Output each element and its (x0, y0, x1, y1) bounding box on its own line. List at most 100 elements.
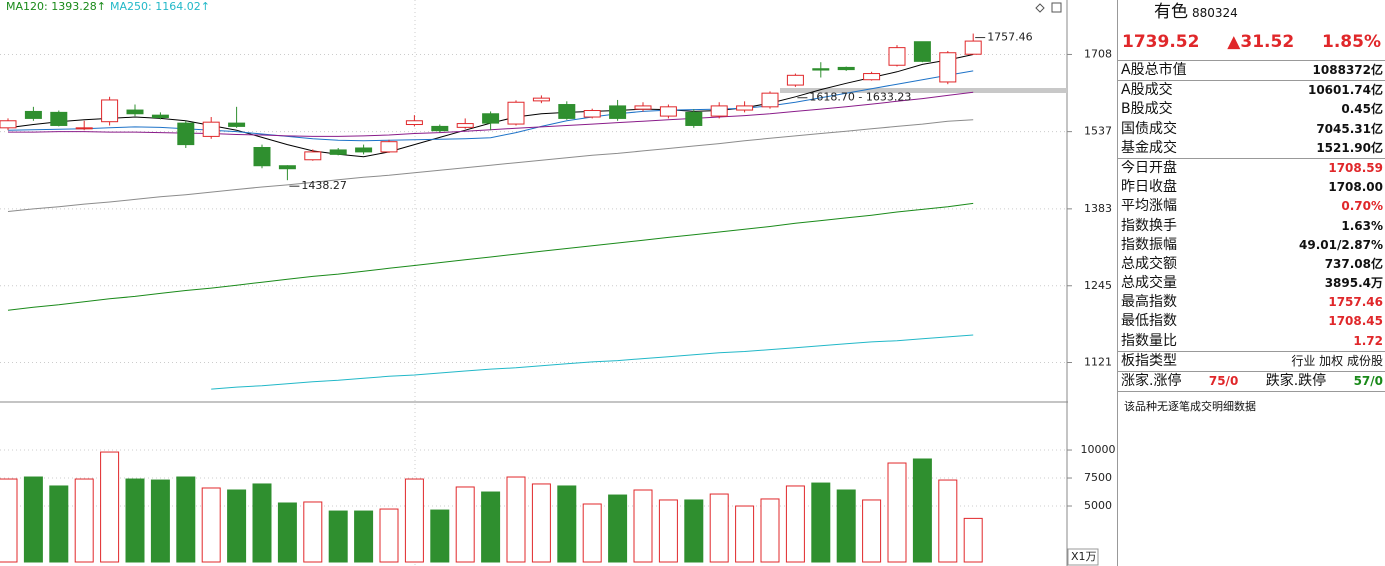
stat-row: 指数量比 1.72 (1118, 332, 1385, 351)
stat-row: B股成交 0.45亿 (1118, 100, 1385, 119)
note: 该品种无逐笔成交明细数据 (1124, 400, 1256, 414)
candle-body (253, 147, 271, 167)
stat-row: 板指类型 行业 加权 成份股 (1118, 352, 1385, 371)
stat-label: 涨家.涨停 (1121, 373, 1182, 389)
stat-value: 57/0 (1353, 374, 1383, 388)
stat-row: 最低指数 1708.45 (1118, 312, 1385, 331)
candle-body (710, 105, 728, 117)
candle-body (405, 120, 423, 126)
stat-label: 板指类型 (1121, 352, 1177, 369)
quote-price: 1739.52 (1122, 32, 1200, 52)
volume-bar (252, 483, 272, 563)
quote-row: 1739.52 ▲31.52 1.85% (1118, 24, 1385, 61)
stat-label: 今日开盘 (1121, 159, 1177, 176)
candle-body (304, 151, 322, 161)
stat-label: 指数量比 (1121, 332, 1177, 349)
chart-area: MA120: 1393.28↑ MA250: 1164.02↑ X1万 1121… (0, 0, 1116, 566)
volume-bar (811, 482, 831, 563)
candle-body (126, 109, 144, 115)
stat-value: 7045.31亿 (1316, 121, 1383, 136)
stat-row: A股成交 10601.74亿 (1118, 81, 1385, 100)
candle-body (837, 66, 855, 71)
y-tick-label: 5000 (1084, 499, 1112, 512)
stat-row: 今日开盘 1708.59 (1118, 159, 1385, 178)
stat-label: 最低指数 (1121, 313, 1177, 330)
candle-body (278, 165, 296, 170)
stat-value: 737.08亿 (1324, 256, 1383, 271)
ma-line (211, 334, 974, 390)
stat-row: 基金成交 1521.90亿 (1118, 139, 1385, 158)
y-tick-label: 1245 (1084, 279, 1112, 292)
candle-body (761, 92, 779, 108)
stat-value: 1708.59 (1328, 160, 1383, 175)
volume-bar (938, 479, 958, 563)
annotation: 1757.46 (987, 31, 1032, 44)
stat-value: 1088372亿 (1312, 63, 1383, 77)
stat-value: 0.70% (1341, 199, 1383, 214)
stat-label: 基金成交 (1121, 139, 1177, 156)
candle-body (228, 122, 246, 127)
candle-body (558, 104, 576, 119)
volume-bar (557, 485, 577, 563)
candle-body (964, 40, 982, 55)
candle-body (177, 122, 195, 146)
stat-value: 3895.4万 (1324, 276, 1383, 291)
stat-value: 49.01/2.87% (1299, 237, 1383, 252)
candle-body (888, 47, 906, 66)
volume-bar (760, 498, 780, 563)
volume-bar (633, 489, 653, 563)
volume-bar (709, 493, 729, 563)
volume-bar (455, 486, 475, 563)
candle-body (482, 113, 500, 124)
stat-row: 最高指数 1757.46 (1118, 293, 1385, 312)
stat-label: 昨日收盘 (1121, 179, 1177, 196)
candle-body (685, 111, 703, 126)
ma-label: MA120: 1393.28↑ (6, 0, 106, 13)
stat-group: 板指类型 行业 加权 成份股 (1118, 352, 1385, 372)
volume-bar (49, 485, 69, 563)
candle-body (329, 149, 347, 155)
y-tick-label: 1708 (1084, 47, 1112, 60)
candle-body (151, 114, 169, 118)
stat-label: B股成交 (1121, 101, 1173, 118)
candle-body (634, 105, 652, 110)
annotation: 1618.70 - 1633.23 (809, 91, 911, 104)
icon[interactable] (1035, 3, 1045, 13)
y-tick-label: 10000 (1081, 443, 1116, 456)
candle-body (913, 41, 931, 62)
candle-body (659, 106, 677, 117)
volume-bar (582, 503, 602, 563)
icon[interactable] (1051, 2, 1062, 13)
y-tick-label: 1383 (1084, 202, 1112, 215)
volume-bar (176, 476, 196, 563)
volume-bar (785, 485, 805, 563)
ma-line (7, 70, 974, 142)
candle-body (0, 120, 17, 129)
candle-body (101, 99, 119, 123)
stat-row: 国债成交 7045.31亿 (1118, 120, 1385, 139)
stat-row: 指数换手 1.63% (1118, 217, 1385, 236)
stat-value: 1708.45 (1328, 314, 1383, 329)
unit-label: X1万 (1071, 550, 1097, 563)
candle-body (75, 127, 93, 130)
candle-body (507, 101, 525, 125)
stat-row: 平均涨幅 0.70% (1118, 197, 1385, 216)
breadth-row: 涨家.涨停 75/0 跌家.跌停 57/0 (1118, 372, 1385, 393)
stat-label: 国债成交 (1121, 120, 1177, 137)
stat-value: 10601.74亿 (1307, 83, 1383, 98)
volume-bar (100, 451, 120, 563)
candle-body (812, 68, 830, 71)
stat-value: 0.45亿 (1341, 102, 1383, 117)
volume-bar (74, 478, 94, 563)
stat-row: 昨日收盘 1708.00 (1118, 178, 1385, 197)
candle-body (50, 111, 68, 126)
gap-band (780, 88, 1067, 93)
candle-body (532, 97, 550, 102)
volume-bar (150, 479, 170, 563)
quote-panel: 有色 880324 1739.52 ▲31.52 1.85% A股总市值 1088372亿 A… (1117, 0, 1385, 566)
stat-row: 总成交量 3895.4万 (1118, 274, 1385, 293)
stat-label: A股总市值 (1121, 62, 1187, 78)
index-code: 880324 (1192, 6, 1238, 20)
ma-line (7, 202, 974, 311)
stat-value: 行业 加权 成份股 (1291, 353, 1383, 368)
